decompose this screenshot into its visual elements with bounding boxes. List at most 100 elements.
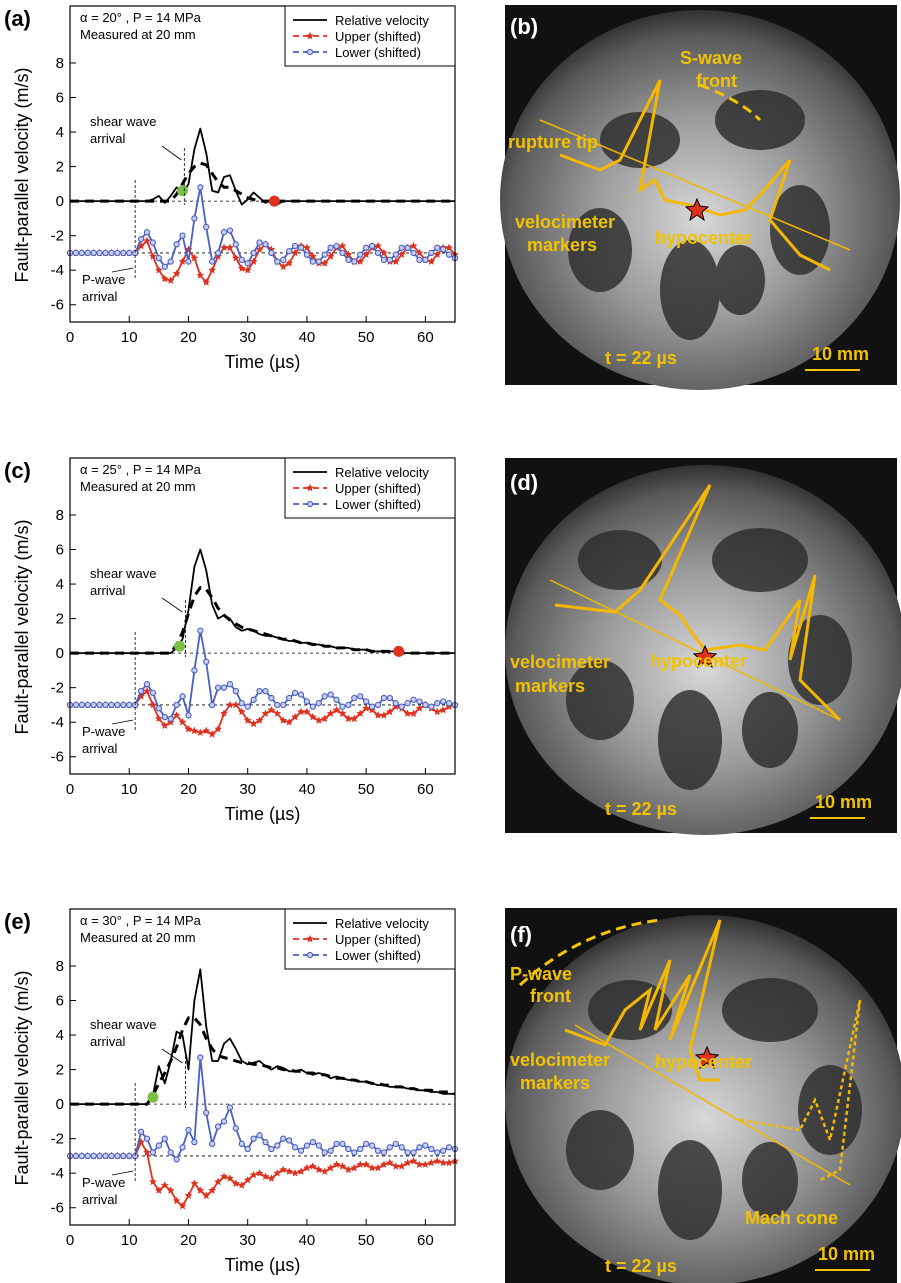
fringe-lobes — [568, 90, 830, 340]
data-point — [167, 258, 174, 265]
series-line — [70, 127, 455, 206]
photo-label: velocimeter — [510, 1050, 610, 1070]
data-point — [90, 1152, 97, 1160]
plot-frame — [69, 5, 456, 323]
photo-label: S-wave — [680, 48, 742, 68]
condition-note: α = 20° , P = 14 MPa — [80, 10, 202, 25]
data-point — [392, 700, 399, 707]
x-tick-label: 40 — [299, 329, 316, 346]
data-point — [256, 239, 263, 246]
y-tick-label: 6 — [56, 542, 64, 559]
data-point — [149, 239, 157, 246]
dashed-line — [70, 161, 455, 203]
data-point — [244, 260, 251, 267]
y-tick-label: 2 — [56, 159, 64, 176]
data-point — [256, 687, 263, 695]
data-point — [428, 1145, 435, 1153]
data-point — [345, 256, 352, 263]
data-point — [285, 1167, 294, 1175]
panel-label: (d) — [510, 470, 538, 495]
fault-line — [574, 1024, 851, 1186]
arrival-label: P-wave — [82, 1175, 125, 1190]
data-point — [363, 698, 370, 705]
time-label: t = 22 µs — [605, 348, 677, 368]
data-point — [326, 1163, 335, 1172]
photo-label: markers — [515, 676, 585, 696]
panel-label: (c) — [4, 458, 31, 483]
data-point — [185, 258, 192, 265]
data-point — [445, 251, 453, 258]
y-tick-label: 0 — [56, 1096, 64, 1113]
data-point — [285, 259, 294, 267]
x-tick-label: 30 — [239, 1232, 256, 1249]
data-point — [203, 223, 210, 231]
data-point — [78, 249, 85, 257]
p-wave-front — [518, 918, 661, 987]
arrow — [161, 597, 183, 613]
data-point — [415, 704, 424, 712]
panel-label: (b) — [510, 14, 538, 39]
data-point — [137, 235, 145, 243]
time-label: t = 22 µs — [605, 799, 677, 819]
data-point — [422, 256, 429, 263]
photo-label: hypocenter — [650, 651, 747, 671]
data-point — [167, 1149, 174, 1156]
y-axis-title: Fault-parallel velocity (m/s) — [12, 67, 32, 282]
data-point — [445, 1144, 453, 1151]
legend-label: Relative velocity — [335, 916, 429, 931]
arrival-label: arrival — [82, 289, 118, 304]
data-point — [302, 1163, 311, 1172]
data-point — [374, 249, 382, 257]
y-tick-label: -2 — [51, 1131, 64, 1148]
data-point — [202, 726, 211, 735]
data-point — [434, 244, 441, 251]
data-point — [208, 265, 217, 274]
condition-note: Measured at 20 mm — [80, 479, 196, 494]
data-point — [339, 249, 346, 257]
data-point — [433, 1156, 442, 1165]
data-point — [291, 689, 299, 696]
data-point — [196, 1186, 205, 1194]
data-point — [433, 707, 442, 716]
data-point — [274, 258, 281, 265]
trace-overlay — [739, 999, 862, 1182]
data-point — [291, 1144, 299, 1151]
data-point — [379, 711, 388, 719]
data-point — [160, 1181, 169, 1189]
x-tick-label: 0 — [66, 781, 74, 798]
data-point — [404, 700, 411, 707]
data-point — [173, 701, 180, 709]
data-point — [250, 249, 257, 257]
data-point — [297, 1147, 305, 1154]
data-point — [226, 227, 234, 234]
data-point — [179, 232, 186, 239]
data-point — [321, 693, 328, 700]
legend-label: Relative velocity — [335, 465, 429, 480]
time-label: t = 22 µs — [605, 1256, 677, 1276]
data-point — [345, 1145, 352, 1153]
data-point — [374, 1147, 382, 1154]
data-point — [404, 244, 411, 251]
panel-label: (a) — [4, 6, 31, 31]
legend-marker — [306, 951, 314, 959]
legend-label: Lower (shifted) — [335, 948, 421, 963]
data-point — [137, 687, 145, 695]
photo-label: velocimeter — [515, 212, 615, 232]
y-tick-label: 6 — [56, 90, 64, 107]
data-point — [231, 1179, 240, 1188]
data-point — [368, 703, 376, 710]
x-tick-label: 50 — [358, 781, 375, 798]
x-tick-label: 10 — [121, 781, 138, 798]
data-point — [90, 701, 97, 709]
s-wave-front — [699, 83, 762, 122]
data-point — [416, 256, 423, 263]
data-point — [143, 681, 151, 688]
data-point — [238, 256, 245, 263]
event-point — [174, 640, 186, 652]
data-point — [190, 1179, 199, 1188]
data-point — [386, 1144, 393, 1151]
data-point — [214, 684, 222, 691]
data-point — [237, 264, 246, 272]
arrow — [111, 1170, 134, 1176]
data-point — [280, 1135, 287, 1142]
